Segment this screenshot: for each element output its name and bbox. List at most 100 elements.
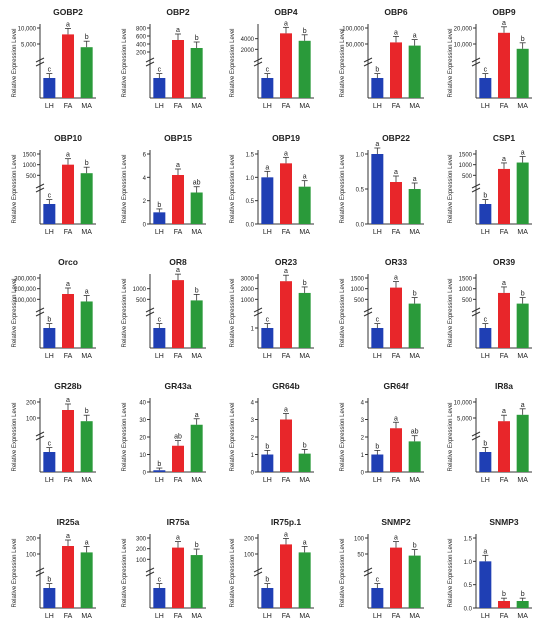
- y-axis-label: Relative Expression Level: [122, 538, 128, 607]
- bar-lh: [153, 328, 166, 348]
- panel-obp19: OBP19 Relative Expression Level 0.0 0.5 1.0 1…: [230, 133, 314, 236]
- significance-letter: a: [176, 162, 180, 169]
- x-tick-label: FA: [282, 229, 291, 236]
- significance-letter: c: [484, 317, 488, 324]
- x-tick-label: FA: [392, 103, 401, 110]
- significance-letter: b: [85, 408, 89, 415]
- significance-letter: b: [521, 291, 525, 298]
- y-tick-label: 5,000: [457, 417, 473, 423]
- significance-letter: b: [483, 441, 487, 448]
- significance-letter: a: [303, 174, 307, 181]
- y-tick-label: 1: [251, 327, 255, 333]
- panel-snmp3: SNMP3 Relative Expression Level 0.0 0.5 1.0 1…: [448, 517, 532, 620]
- bar-fa: [498, 32, 510, 98]
- significance-letter: a: [66, 152, 70, 159]
- bar-fa: [280, 419, 292, 472]
- y-tick-label: 1500: [23, 153, 37, 159]
- panel-or23: OR23 Relative Expression Level 1000 2000 300…: [230, 257, 314, 360]
- bar-ma: [516, 48, 529, 98]
- y-axis-label: Relative Expression Level: [122, 28, 128, 97]
- y-axis-label: Relative Expression Level: [448, 538, 454, 607]
- y-tick-label: 200: [136, 547, 147, 553]
- axis-break-mark: [471, 57, 481, 67]
- x-tick-label: MA: [409, 103, 420, 110]
- bar-ma: [408, 303, 421, 348]
- y-tick-label: 0: [361, 471, 365, 477]
- significance-letter: a: [483, 548, 487, 555]
- x-tick-label: LH: [373, 613, 382, 620]
- y-tick-label: 500: [462, 174, 473, 180]
- panel-obp6: OBP6 Relative Expression Level 50,000 100,0…: [340, 7, 424, 110]
- x-tick-label: LH: [263, 477, 272, 484]
- x-tick-label: LH: [155, 477, 164, 484]
- y-axis-label: Relative Expression Level: [12, 538, 18, 607]
- y-axis-label: Relative Expression Level: [12, 154, 18, 223]
- x-tick-label: LH: [45, 103, 54, 110]
- x-tick-label: FA: [500, 229, 509, 236]
- y-tick-label: 500: [26, 174, 37, 180]
- axis-break-mark: [35, 567, 45, 577]
- significance-letter: a: [176, 267, 180, 274]
- bar-fa: [172, 547, 184, 608]
- axis-break-mark: [253, 567, 263, 577]
- panel-obp15: OBP15 Relative Expression Level 0 2 4 6 b LH a FA…: [122, 133, 206, 236]
- axis-break-mark: [35, 307, 45, 317]
- bar-fa: [390, 42, 402, 98]
- significance-letter: c: [266, 317, 270, 324]
- y-tick-label: 100: [26, 553, 37, 559]
- y-tick-label: 1000: [133, 287, 147, 293]
- x-tick-label: FA: [500, 103, 509, 110]
- y-axis-label: Relative Expression Level: [230, 402, 236, 471]
- panel-csp1: CSP1 Relative Expression Level 500 1000 1500…: [448, 133, 532, 236]
- y-tick-label: 1000: [241, 298, 255, 304]
- y-tick-label: 40: [139, 401, 146, 407]
- x-tick-label: LH: [45, 229, 54, 236]
- panel-title: GR43a: [165, 381, 192, 391]
- panel-title: OR39: [493, 257, 515, 267]
- significance-letter: b: [157, 202, 161, 209]
- x-tick-label: LH: [373, 477, 382, 484]
- x-tick-label: FA: [282, 613, 291, 620]
- panel-title: GR64b: [272, 381, 299, 391]
- y-tick-label: 200,000: [14, 287, 36, 293]
- axis-break-mark: [471, 307, 481, 317]
- significance-letter: a: [394, 415, 398, 422]
- x-tick-label: LH: [45, 477, 54, 484]
- x-tick-label: FA: [392, 477, 401, 484]
- panel-obp9: OBP9 Relative Expression Level 10,000 20,00…: [448, 7, 532, 110]
- x-tick-label: LH: [481, 353, 490, 360]
- y-tick-label: 5,000: [21, 43, 37, 49]
- significance-letter: b: [47, 577, 51, 584]
- y-tick-label: 400: [136, 43, 147, 49]
- y-axis-label: Relative Expression Level: [230, 538, 236, 607]
- x-tick-label: FA: [64, 229, 73, 236]
- y-tick-label: 0.0: [464, 607, 473, 613]
- y-tick-label: 4000: [241, 37, 255, 43]
- y-tick-label: 3000: [241, 277, 255, 283]
- panel-gr43a: GR43a Relative Expression Level 0 10 20 30 40 b…: [122, 381, 206, 484]
- panel-title: GR64f: [383, 381, 408, 391]
- significance-letter: b: [375, 443, 379, 450]
- bar-lh: [153, 470, 166, 472]
- y-tick-label: 500: [462, 298, 473, 304]
- y-tick-label: 100,000: [14, 298, 36, 304]
- axis-break-mark: [35, 183, 45, 193]
- bar-ma: [516, 601, 529, 608]
- bar-ma: [408, 45, 421, 98]
- panel-title: OBP2: [166, 7, 189, 17]
- bar-ma: [80, 173, 93, 224]
- x-tick-label: MA: [191, 477, 202, 484]
- bar-fa: [62, 34, 74, 98]
- bar-ma: [516, 162, 529, 224]
- x-tick-label: LH: [45, 613, 54, 620]
- panel-title: IR75a: [167, 517, 190, 527]
- x-tick-label: MA: [299, 353, 310, 360]
- bar-fa: [172, 445, 184, 472]
- y-tick-label: 20: [139, 436, 146, 442]
- significance-letter: c: [266, 67, 270, 74]
- significance-letter: a: [375, 141, 379, 148]
- x-tick-label: MA: [299, 613, 310, 620]
- x-tick-label: FA: [392, 353, 401, 360]
- y-tick-label: 2000: [241, 48, 255, 54]
- significance-letter: ab: [411, 429, 419, 436]
